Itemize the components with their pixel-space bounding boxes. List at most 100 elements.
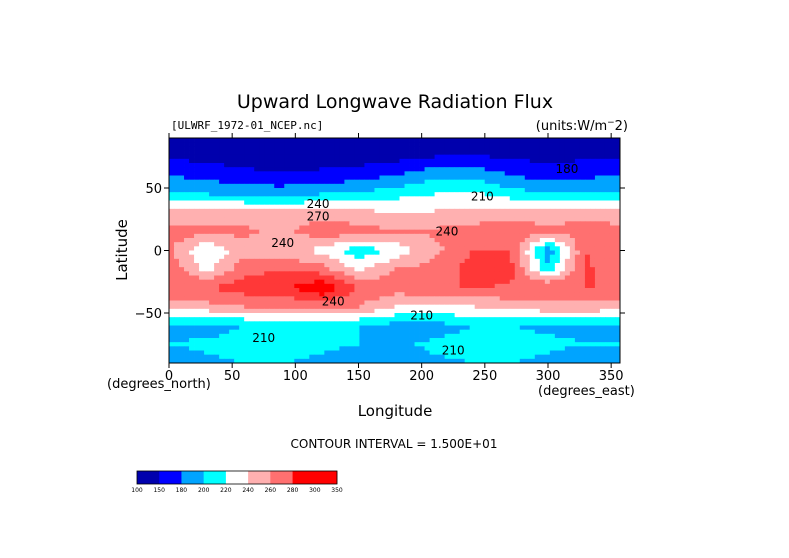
heatmap-cell — [494, 350, 501, 356]
heatmap-cell — [549, 221, 556, 226]
heatmap-cell — [569, 158, 576, 164]
heatmap-cell — [504, 283, 511, 289]
heatmap-cell — [494, 258, 501, 264]
heatmap-cell — [474, 267, 481, 272]
heatmap-cell — [224, 275, 230, 281]
heatmap-cell — [224, 321, 230, 326]
heatmap-cell — [589, 229, 596, 235]
heatmap-cell — [274, 188, 280, 193]
heatmap-cell — [414, 321, 420, 326]
heatmap-cell — [574, 300, 581, 306]
heatmap-cell — [614, 200, 621, 206]
heatmap-cell — [299, 258, 305, 264]
heatmap-cell — [209, 233, 215, 239]
heatmap-cell — [339, 175, 345, 181]
heatmap-cell — [584, 279, 591, 285]
heatmap-cell — [394, 342, 400, 347]
heatmap-cell — [464, 308, 471, 314]
heatmap-cell — [379, 308, 385, 314]
heatmap-cell — [554, 292, 561, 297]
heatmap-cell — [294, 225, 300, 231]
heatmap-cell — [379, 292, 385, 297]
heatmap-cell — [189, 192, 195, 197]
x-axis: 0 50 100 150 200 250 300 350 — [165, 133, 624, 384]
heatmap-cell — [594, 213, 601, 218]
heatmap-cell — [389, 142, 395, 147]
heatmap-cell — [609, 196, 616, 201]
heatmap-cell — [309, 233, 315, 239]
heatmap-cell — [559, 254, 566, 260]
heatmap-cell — [199, 325, 205, 331]
heatmap-cell — [599, 350, 606, 356]
heatmap-cell — [359, 250, 365, 256]
heatmap-cell — [299, 296, 305, 301]
heatmap-cell — [559, 292, 566, 297]
heatmap-cell — [289, 233, 295, 239]
heatmap-cell — [594, 229, 601, 235]
heatmap-cell — [269, 300, 275, 306]
heatmap-cell — [189, 304, 195, 310]
heatmap-cell — [369, 229, 375, 235]
heatmap-cell — [554, 221, 561, 226]
heatmap-cell — [429, 225, 435, 231]
heatmap-cell — [304, 354, 310, 360]
heatmap-cell — [504, 229, 511, 235]
heatmap-cell — [544, 142, 551, 147]
heatmap-cell — [189, 142, 195, 147]
heatmap-cell — [289, 325, 295, 331]
heatmap-cell — [239, 283, 245, 289]
heatmap-cell — [614, 250, 621, 256]
heatmap-cell — [504, 242, 511, 247]
heatmap-cell — [379, 267, 385, 272]
heatmap-cell — [529, 354, 536, 360]
heatmap-cell — [599, 250, 606, 256]
colorbar-swatch — [225, 471, 249, 484]
heatmap-cell — [454, 250, 461, 256]
heatmap-cell — [354, 329, 360, 335]
heatmap-cell — [404, 329, 410, 335]
heatmap-cell — [444, 204, 451, 210]
heatmap-cell — [479, 313, 486, 318]
heatmap-cell — [204, 288, 210, 293]
heatmap-cell — [614, 142, 621, 147]
heatmap-cell — [234, 238, 240, 243]
heatmap-cell — [259, 350, 265, 356]
heatmap-cell — [459, 163, 466, 168]
heatmap-cell — [334, 354, 340, 360]
heatmap-cell — [174, 308, 180, 314]
heatmap-cell — [459, 279, 466, 285]
heatmap-cell — [379, 358, 385, 364]
heatmap-cell — [359, 329, 365, 335]
heatmap-cell — [349, 250, 355, 256]
heatmap-cell — [194, 154, 200, 160]
heatmap-cell — [569, 188, 576, 193]
heatmap-cell — [289, 171, 295, 176]
heatmap-cell — [349, 188, 355, 193]
heatmap-cell — [454, 333, 461, 339]
heatmap-cell — [269, 229, 275, 235]
heatmap-cell — [424, 254, 430, 260]
heatmap-cell — [434, 296, 440, 301]
heatmap-cell — [234, 321, 240, 326]
heatmap-cell — [254, 158, 260, 164]
heatmap-cell — [329, 154, 335, 160]
heatmap-cell — [499, 183, 506, 189]
heatmap-cell — [414, 358, 420, 364]
heatmap-cell — [189, 354, 195, 360]
heatmap-cell — [334, 158, 340, 164]
heatmap-cell — [309, 283, 315, 289]
heatmap-cell — [234, 242, 240, 247]
heatmap-cell — [354, 233, 360, 239]
heatmap-cell — [209, 329, 215, 335]
heatmap-cell — [529, 358, 536, 364]
heatmap-cell — [534, 238, 541, 243]
heatmap-cell — [449, 238, 456, 243]
heatmap-cell — [334, 167, 340, 172]
heatmap-cell — [529, 346, 536, 351]
heatmap-cell — [359, 321, 365, 326]
x-tick-label: 100 — [283, 369, 308, 384]
heatmap-cell — [419, 150, 425, 156]
heatmap-cell — [259, 246, 265, 251]
heatmap-cell — [259, 296, 265, 301]
heatmap-cell — [434, 225, 440, 231]
